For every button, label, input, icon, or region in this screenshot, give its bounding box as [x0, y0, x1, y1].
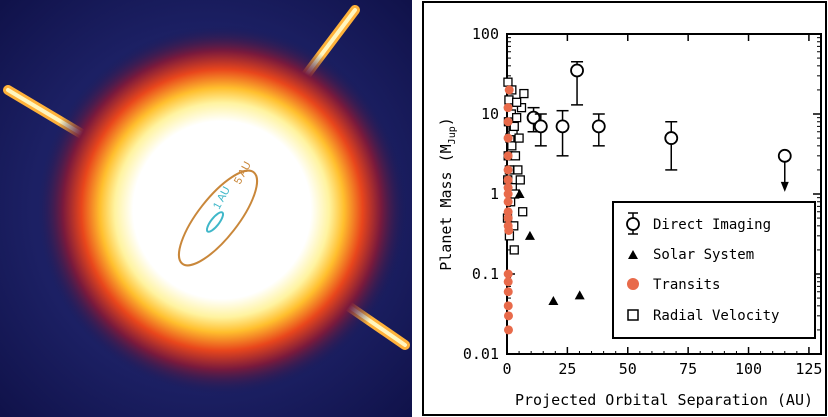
solar-system-point — [524, 230, 535, 240]
radial-velocity-point — [518, 207, 528, 217]
radial-velocity-point — [512, 97, 522, 107]
solar-system-point — [548, 295, 559, 305]
y-tick-label: 1 — [490, 185, 499, 203]
x-tick-label: 75 — [679, 360, 697, 378]
star-image-panel: 1 AU 5 AU — [0, 0, 412, 417]
transit-point — [503, 269, 513, 279]
legend: Direct Imaging Solar System Transits Rad… — [612, 201, 816, 339]
radial-velocity-point — [509, 245, 519, 255]
star-halo — [37, 25, 407, 395]
solar-system-point — [514, 189, 525, 198]
transit-point — [504, 85, 514, 95]
radial-velocity-point — [515, 175, 525, 185]
transit-point — [503, 311, 513, 321]
y-axis-label: Planet Mass (MJup) — [437, 117, 458, 271]
transit-point — [504, 225, 514, 235]
transit-point — [503, 175, 513, 185]
legend-radial-velocity-label: Radial Velocity — [653, 308, 779, 324]
legend-transits-marker — [627, 278, 639, 290]
direct-imaging-point — [570, 63, 584, 78]
y-axis-label-subscript: Jup — [447, 126, 458, 144]
radial-velocity-point — [503, 77, 513, 87]
legend-direct-imaging-marker — [626, 212, 640, 235]
transit-point — [503, 287, 513, 297]
direct-imaging-point — [533, 119, 548, 134]
transit-point — [503, 301, 513, 311]
x-tick-label: 125 — [795, 360, 822, 378]
x-axis-label: Projected Orbital Separation (AU) — [515, 391, 813, 409]
radial-velocity-point — [504, 95, 514, 105]
mass-vs-separation-chart: 0 25 50 75 100 125 0.01 0.1 1 10 100 Projected Or… — [422, 1, 827, 416]
transit-point — [503, 103, 513, 113]
x-tick-label: 0 — [502, 360, 511, 378]
legend-solar-system-marker — [628, 250, 638, 259]
transit-point — [503, 277, 513, 287]
y-tick-label: 10 — [481, 105, 499, 123]
radial-velocity-point — [509, 121, 519, 132]
data-marks — [502, 60, 792, 335]
legend-solar-system-label: Solar System — [653, 247, 754, 263]
radial-velocity-point — [516, 103, 527, 113]
radial-velocity-point — [513, 165, 523, 175]
radial-velocity-point — [510, 151, 521, 161]
radial-velocity-point — [519, 88, 529, 99]
upper-limit-arrowhead — [780, 181, 789, 192]
transit-point — [503, 189, 513, 199]
y-axis-ticks: 0.01 0.1 1 10 100 — [463, 25, 821, 363]
transit-point — [503, 183, 513, 193]
x-axis-ticks: 0 25 50 75 100 125 — [502, 34, 822, 378]
radial-velocity-point — [512, 113, 522, 123]
one-au-orbit — [205, 211, 225, 233]
direct-imaging-point — [555, 119, 570, 134]
transit-point — [503, 165, 513, 175]
legend-box — [612, 201, 816, 339]
transit-point — [503, 197, 513, 207]
radial-velocity-point — [507, 141, 517, 151]
transit-point — [503, 151, 513, 161]
legend-transits-label: Transits — [653, 277, 720, 293]
y-tick-label: 100 — [472, 25, 499, 43]
direct-imaging-point — [664, 131, 679, 145]
transit-point — [503, 117, 513, 127]
transit-point — [503, 207, 513, 217]
five-au-orbit — [177, 169, 259, 267]
direct-imaging-point — [591, 119, 606, 134]
legend-direct-imaging-label: Direct Imaging — [653, 217, 771, 233]
solar-system-point — [574, 290, 585, 300]
transit-point — [503, 213, 513, 223]
transit-point — [503, 133, 513, 143]
direct-imaging-point — [777, 148, 792, 163]
transit-point — [503, 325, 513, 335]
radial-velocity-point — [514, 133, 524, 143]
y-tick-label: 0.1 — [472, 265, 499, 283]
legend-radial-velocity-marker — [627, 309, 639, 321]
x-tick-label: 100 — [735, 360, 762, 378]
y-tick-label: 0.01 — [463, 345, 499, 363]
x-tick-label: 50 — [619, 360, 637, 378]
x-tick-label: 25 — [558, 360, 576, 378]
